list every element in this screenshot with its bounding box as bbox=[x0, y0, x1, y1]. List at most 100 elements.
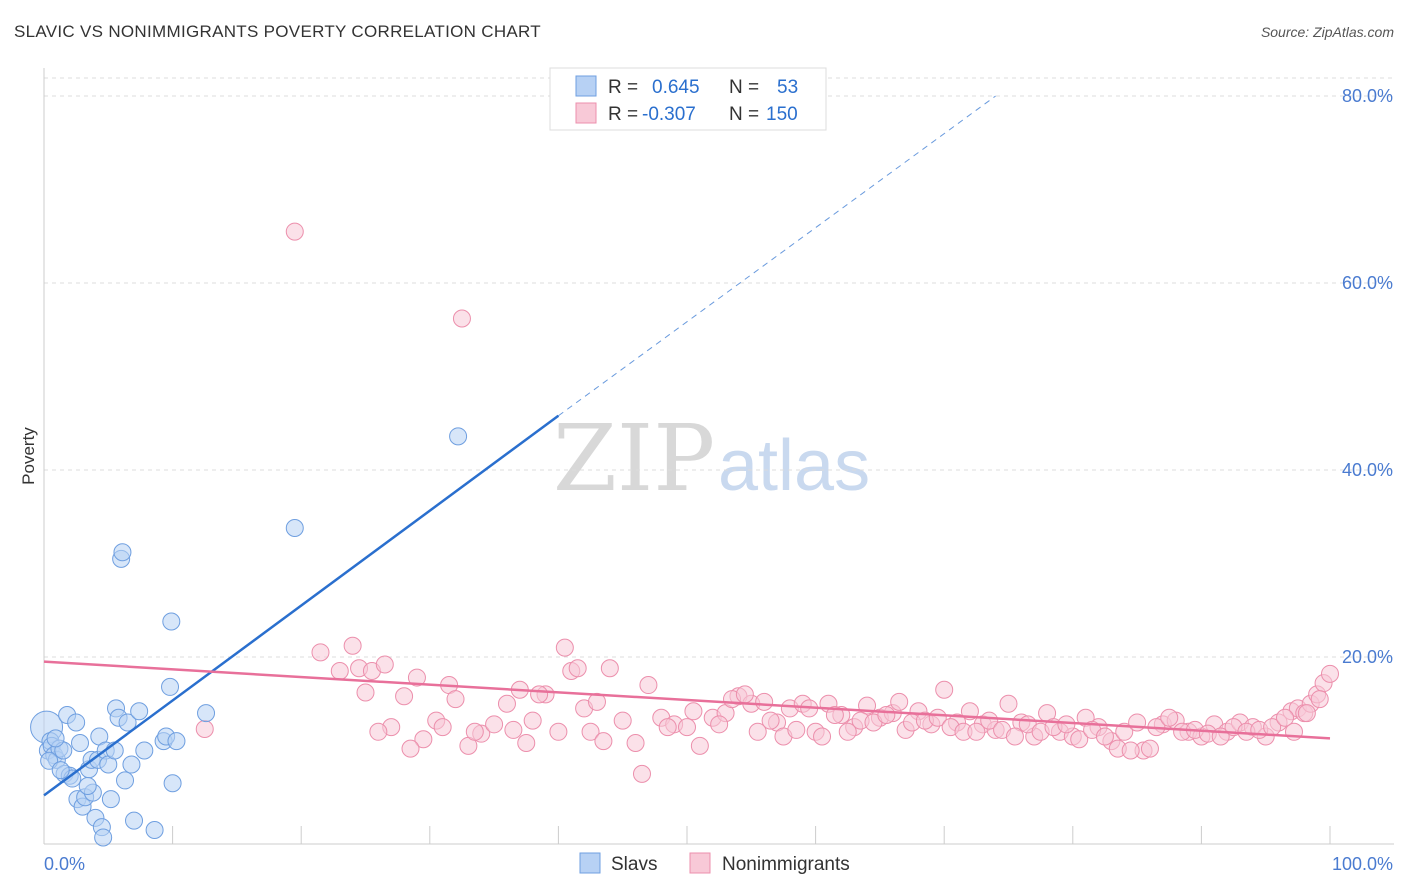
nonimmigrants-point bbox=[414, 730, 433, 749]
slavs-point bbox=[122, 755, 141, 774]
nonimmigrants-point bbox=[748, 722, 767, 741]
slavs-point bbox=[130, 702, 149, 721]
nonimmigrants-point bbox=[735, 685, 754, 704]
slavs-trend-line bbox=[43, 414, 560, 797]
nonimmigrants-point bbox=[967, 722, 986, 741]
axes bbox=[43, 68, 1394, 845]
nonimmigrants-point bbox=[523, 711, 542, 730]
x-tick-label-0: 0.0% bbox=[44, 854, 85, 874]
legend-bottom-label-nonimmigrants: Nonimmigrants bbox=[722, 854, 850, 875]
slavs-point bbox=[145, 820, 164, 839]
nonimmigrants-point bbox=[813, 727, 832, 746]
legend-swatch-nonimmigrants bbox=[575, 102, 597, 124]
nonimmigrants-point bbox=[1160, 708, 1179, 727]
nonimmigrants-points bbox=[195, 222, 1339, 783]
nonimmigrants-point bbox=[401, 739, 420, 758]
nonimmigrants-point bbox=[600, 659, 619, 678]
y-axis-label: Poverty bbox=[19, 427, 38, 485]
legend-r-label-slavs: R = bbox=[608, 77, 638, 98]
nonimmigrants-point bbox=[356, 683, 375, 702]
y-tick-label-2: 60.0% bbox=[1342, 273, 1393, 293]
nonimmigrants-point bbox=[594, 732, 613, 751]
slavs-point bbox=[125, 811, 144, 830]
nonimmigrants-point bbox=[684, 702, 703, 721]
slavs-point bbox=[163, 774, 182, 793]
nonimmigrants-point bbox=[1140, 739, 1159, 758]
nonimmigrants-point bbox=[587, 692, 606, 711]
nonimmigrants-point bbox=[433, 718, 452, 737]
legend-top: R = 0.645 N = 53 R = -0.307 N = 150 bbox=[549, 67, 827, 131]
nonimmigrants-point bbox=[407, 668, 426, 687]
nonimmigrants-point bbox=[980, 711, 999, 730]
slavs-point bbox=[78, 777, 97, 796]
slavs-point bbox=[67, 713, 86, 732]
slavs-trend-extension bbox=[558, 95, 996, 417]
nonimmigrants-point bbox=[549, 722, 568, 741]
legend-r-value-slavs: 0.645 bbox=[652, 77, 700, 98]
nonimmigrants-point bbox=[446, 690, 465, 709]
legend-r-label-nonimmigrants: R = bbox=[608, 104, 638, 125]
nonimmigrants-point bbox=[452, 309, 471, 328]
legend-n-label-nonimmigrants: N = bbox=[729, 104, 759, 125]
nonimmigrants-point bbox=[330, 662, 349, 681]
legend-bottom-label-slavs: Slavs bbox=[611, 854, 657, 875]
legend-swatch-slavs bbox=[575, 75, 597, 97]
legend-bottom-swatch-nonimmigrants bbox=[689, 852, 711, 874]
nonimmigrants-point bbox=[504, 720, 523, 739]
nonimmigrants-point bbox=[999, 694, 1018, 713]
nonimmigrants-point bbox=[497, 694, 516, 713]
slavs-point bbox=[113, 543, 132, 562]
nonimmigrants-point bbox=[485, 715, 504, 734]
slavs-point bbox=[285, 518, 304, 537]
slavs-points bbox=[30, 427, 468, 847]
nonimmigrants-point bbox=[195, 719, 214, 738]
slavs-point bbox=[197, 704, 216, 723]
nonimmigrants-point bbox=[613, 711, 632, 730]
chart-title: SLAVIC VS NONIMMIGRANTS POVERTY CORRELAT… bbox=[14, 22, 541, 41]
nonimmigrants-point bbox=[375, 655, 394, 674]
x-tick-label-1: 100.0% bbox=[1332, 854, 1393, 874]
nonimmigrants-point bbox=[1297, 704, 1316, 723]
y-tick-label-3: 80.0% bbox=[1342, 86, 1393, 106]
nonimmigrants-point bbox=[877, 705, 896, 724]
legend-n-value-slavs: 53 bbox=[777, 77, 798, 98]
nonimmigrants-point bbox=[755, 692, 774, 711]
nonimmigrants-point bbox=[761, 711, 780, 730]
nonimmigrants-point bbox=[285, 222, 304, 241]
nonimmigrants-point bbox=[678, 718, 696, 737]
slavs-point bbox=[118, 713, 137, 732]
nonimmigrants-point bbox=[1275, 708, 1294, 727]
slavs-point bbox=[116, 771, 135, 790]
nonimmigrants-point bbox=[838, 722, 857, 741]
nonimmigrants-point bbox=[1121, 741, 1140, 760]
nonimmigrants-point bbox=[369, 722, 388, 741]
nonimmigrants-point bbox=[1005, 727, 1024, 746]
slavs-point bbox=[94, 828, 113, 847]
slavs-point bbox=[167, 732, 186, 751]
slavs-point bbox=[162, 612, 181, 631]
nonimmigrants-point bbox=[639, 676, 658, 695]
legend-r-value-nonimmigrants: -0.307 bbox=[642, 104, 696, 125]
nonimmigrants-point bbox=[1057, 715, 1076, 734]
nonimmigrants-point bbox=[658, 718, 677, 737]
slavs-point bbox=[71, 734, 90, 753]
watermark-atlas: atlas bbox=[718, 426, 870, 506]
nonimmigrants-point bbox=[890, 692, 909, 711]
watermark-zip: ZIP bbox=[553, 405, 715, 512]
nonimmigrants-point bbox=[311, 643, 330, 662]
nonimmigrants-point bbox=[825, 705, 844, 724]
nonimmigrants-point bbox=[632, 764, 651, 783]
legend-bottom: Slavs Nonimmigrants bbox=[579, 852, 850, 875]
y-tick-label-0: 20.0% bbox=[1342, 647, 1393, 667]
nonimmigrants-point bbox=[1095, 727, 1114, 746]
slavs-point bbox=[161, 677, 180, 696]
nonimmigrants-point bbox=[343, 636, 362, 655]
nonimmigrants-point bbox=[465, 722, 484, 741]
nonimmigrants-point bbox=[690, 736, 709, 755]
nonimmigrants-point bbox=[787, 720, 806, 739]
nonimmigrants-point bbox=[1070, 730, 1089, 749]
slavs-point bbox=[51, 761, 70, 780]
trend-lines bbox=[43, 95, 1331, 797]
legend-n-value-nonimmigrants: 150 bbox=[766, 104, 798, 125]
nonimmigrants-point bbox=[1310, 690, 1329, 709]
